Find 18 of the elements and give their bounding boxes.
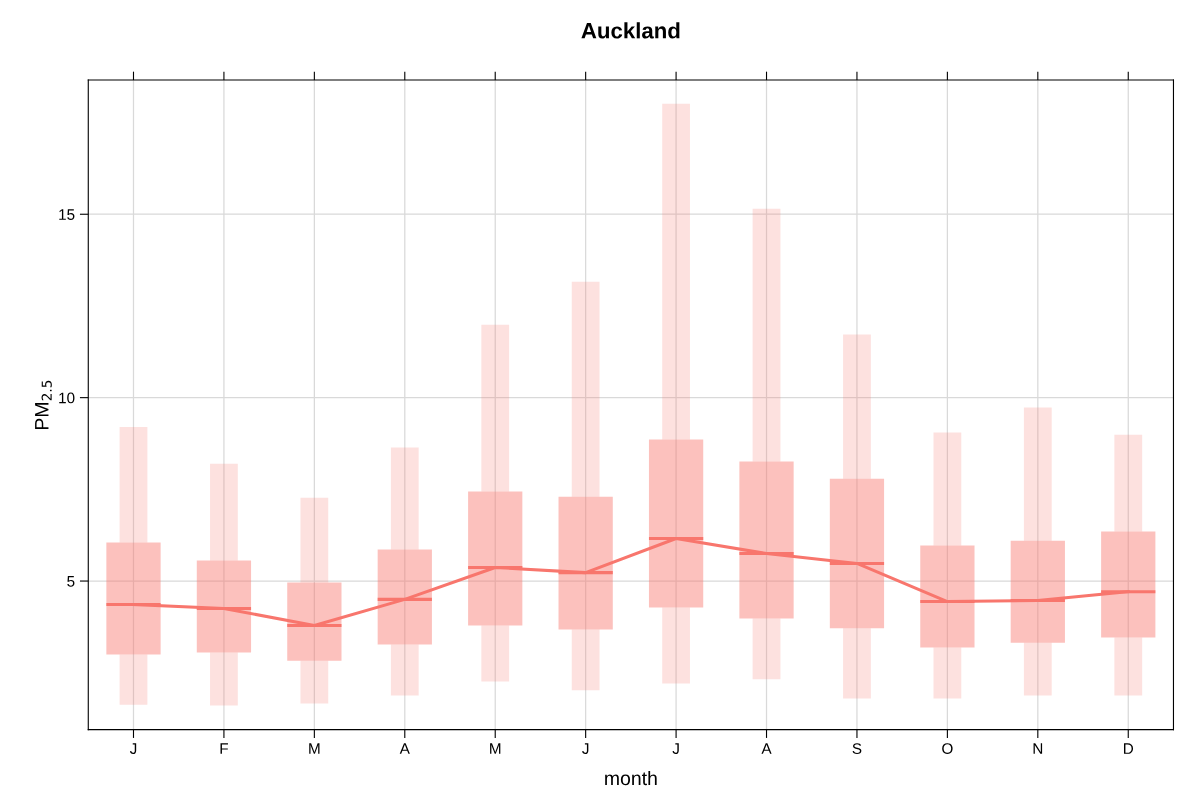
y-tick-label: 15 bbox=[59, 209, 75, 220]
x-tick-label: J bbox=[672, 743, 679, 755]
x-tick-label: D bbox=[1123, 743, 1134, 754]
x-tick-label: M bbox=[490, 743, 501, 754]
x-tick-label: J bbox=[582, 743, 589, 755]
x-tick-label: A bbox=[399, 743, 410, 754]
x-tick-label: M bbox=[309, 743, 320, 754]
chart-title: Auckland bbox=[581, 22, 680, 39]
x-tick-label: A bbox=[761, 743, 772, 754]
x-tick-label: N bbox=[1033, 743, 1043, 754]
x-tick-label: S bbox=[852, 743, 862, 755]
y-tick-label: 5 bbox=[67, 576, 75, 587]
y-axis-title: PM$_{2.5}$ bbox=[35, 380, 52, 430]
y-tick-label: 10 bbox=[59, 392, 75, 404]
x-tick-label: J bbox=[129, 743, 137, 755]
x-tick-label: F bbox=[220, 743, 228, 754]
x-axis-title: month bbox=[605, 770, 657, 786]
x-tick-label: O bbox=[942, 743, 953, 755]
